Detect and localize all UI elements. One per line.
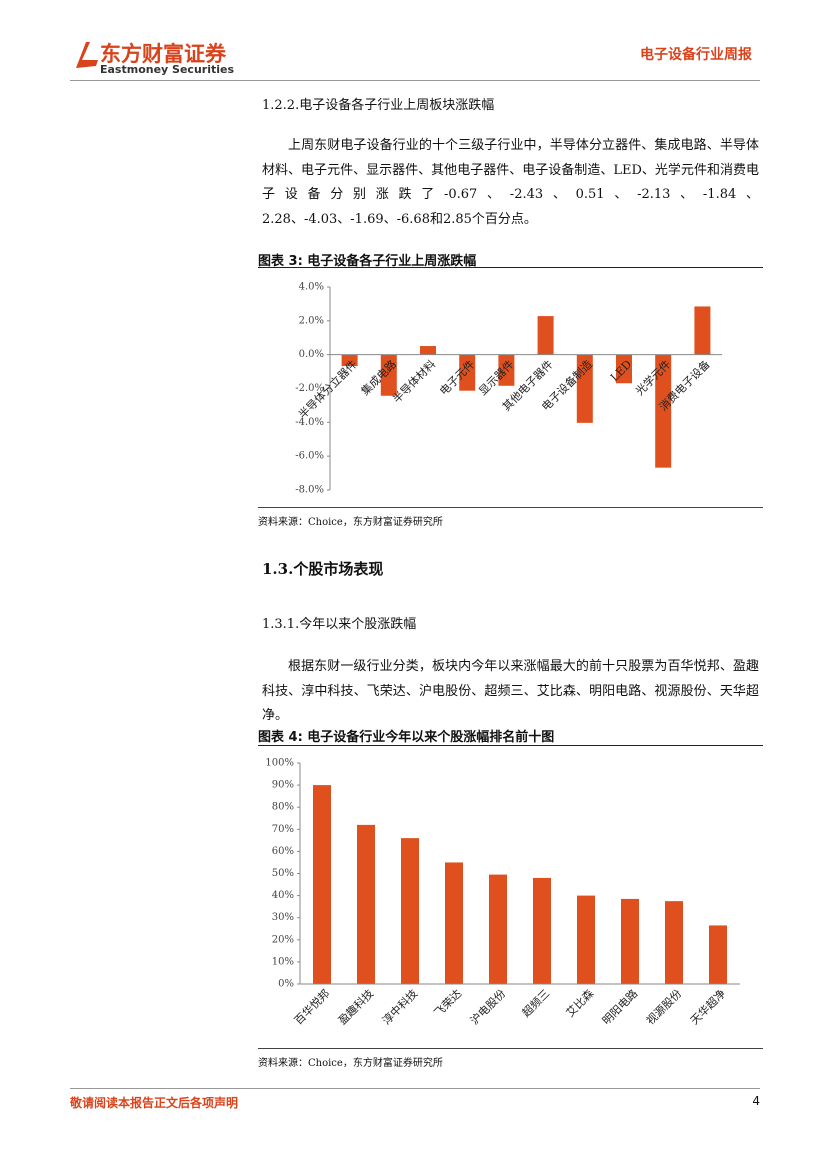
bar — [577, 895, 595, 984]
page-number: 4 — [752, 1094, 760, 1108]
figure-rule — [258, 507, 763, 508]
y-tick-label: 40% — [272, 890, 294, 901]
y-tick-label: 4.0% — [299, 282, 324, 293]
x-tick-label: 盈趣科技 — [335, 986, 376, 1027]
bar — [313, 785, 331, 984]
paragraph: 上周东财电子设备行业的十个三级子行业中，半导体分立器件、集成电路、半导体材料、电… — [262, 138, 759, 227]
figure-rule — [258, 267, 763, 268]
y-tick-label: 0.0% — [299, 349, 324, 360]
y-tick-label: -8.0% — [295, 485, 324, 496]
y-tick-label: 90% — [272, 780, 294, 791]
y-tick-label: 10% — [272, 956, 294, 967]
bar — [489, 874, 507, 984]
y-tick-label: -4.0% — [295, 417, 324, 428]
bar — [357, 824, 375, 984]
section-heading: 1.3.1.今年以来个股涨跌幅 — [262, 617, 417, 632]
logo-text: 东方财富证券 — [100, 42, 226, 66]
x-tick-label: 天华超净 — [687, 986, 728, 1027]
bar — [498, 354, 515, 386]
x-tick-label: 视源股份 — [643, 986, 684, 1027]
figure-source: 资料来源：Choice，东方财富证券研究所 — [258, 517, 443, 528]
paragraph: 根据东财一级行业分类，板块内今年以来涨幅最大的前十只股票为百华悦邦、盈趣科技、淳… — [262, 659, 759, 723]
bar — [445, 862, 463, 984]
bar — [576, 354, 593, 423]
x-tick-label: 艾比森 — [563, 986, 596, 1019]
footer-rule — [70, 1088, 760, 1089]
bar — [616, 354, 632, 384]
y-tick-label: 0% — [278, 979, 294, 990]
y-tick-label: 50% — [272, 868, 294, 879]
section-heading: 1.3.个股市场表现 — [262, 560, 384, 578]
x-tick-label: 淳中科技 — [379, 986, 420, 1027]
figure-title: 图表 3: 电子设备各子行业上周涨跌幅 — [258, 254, 477, 269]
bar — [533, 877, 551, 984]
figure-title: 图表 4: 电子设备行业今年以来个股涨幅排名前十图 — [258, 730, 555, 745]
figure-rule — [258, 1048, 763, 1049]
bar — [709, 925, 727, 984]
figure-source: 资料来源：Choice，东方财富证券研究所 — [258, 1058, 443, 1069]
logo-en: Eastmoney Securities — [100, 63, 235, 76]
y-tick-label: -6.0% — [295, 451, 324, 462]
bar — [655, 354, 672, 468]
logo-icon — [76, 42, 98, 68]
bar — [380, 354, 397, 396]
bar — [459, 354, 476, 391]
x-tick-label: 百华悦邦 — [291, 986, 332, 1027]
bar — [401, 838, 419, 984]
y-tick-label: 30% — [272, 912, 294, 923]
x-tick-label: 超频三 — [519, 986, 552, 1019]
x-tick-label: 飞荣达 — [432, 987, 465, 1020]
y-tick-label: 60% — [272, 846, 294, 857]
bar — [341, 354, 358, 367]
disclaimer: 敬请阅读本报告正文后各项声明 — [70, 1096, 239, 1110]
bar — [694, 306, 711, 355]
bar — [621, 898, 639, 984]
section-heading: 1.2.2.电子设备各子行业上周板块涨跌幅 — [262, 98, 495, 113]
bar — [665, 901, 683, 984]
report-name: 电子设备行业周报 — [640, 47, 752, 63]
y-tick-label: -2.0% — [295, 383, 324, 394]
bar — [537, 316, 554, 355]
figure-rule — [258, 745, 763, 746]
header-rule — [70, 80, 760, 81]
x-tick-label: 明阳电路 — [600, 987, 640, 1027]
y-tick-label: 100% — [265, 758, 294, 769]
y-tick-label: 70% — [272, 824, 294, 835]
x-tick-label: 沪电股份 — [467, 986, 508, 1027]
y-tick-label: 20% — [272, 934, 294, 945]
y-tick-label: 2.0% — [299, 315, 324, 326]
y-tick-label: 80% — [272, 802, 294, 813]
bar — [420, 346, 436, 355]
